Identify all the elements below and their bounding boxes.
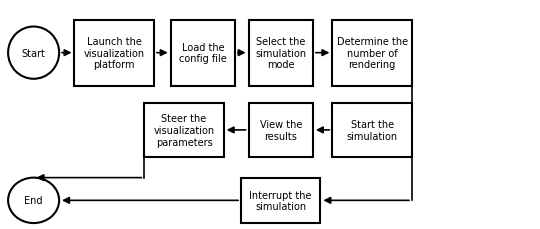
Text: Select the
simulation
mode: Select the simulation mode [255, 37, 306, 70]
Text: View the
results: View the results [260, 120, 302, 141]
Bar [248, 103, 313, 158]
Bar [75, 21, 154, 86]
Bar [248, 21, 313, 86]
Text: Steer the
visualization
parameters: Steer the visualization parameters [153, 114, 214, 147]
Text: Interrupt the
simulation: Interrupt the simulation [249, 190, 312, 211]
Text: Launch the
visualization
platform: Launch the visualization platform [84, 37, 145, 70]
Text: Start: Start [22, 49, 45, 58]
Text: Determine the
number of
rendering: Determine the number of rendering [336, 37, 408, 70]
Text: Load the
config file: Load the config file [179, 43, 227, 64]
Bar [241, 178, 321, 223]
Ellipse shape [8, 27, 59, 79]
Text: End: End [24, 196, 43, 205]
Text: Start the
simulation: Start the simulation [347, 120, 397, 141]
Bar [332, 103, 412, 158]
Bar [332, 21, 412, 86]
Bar [144, 103, 224, 158]
Ellipse shape [8, 178, 59, 223]
Bar [171, 21, 235, 86]
